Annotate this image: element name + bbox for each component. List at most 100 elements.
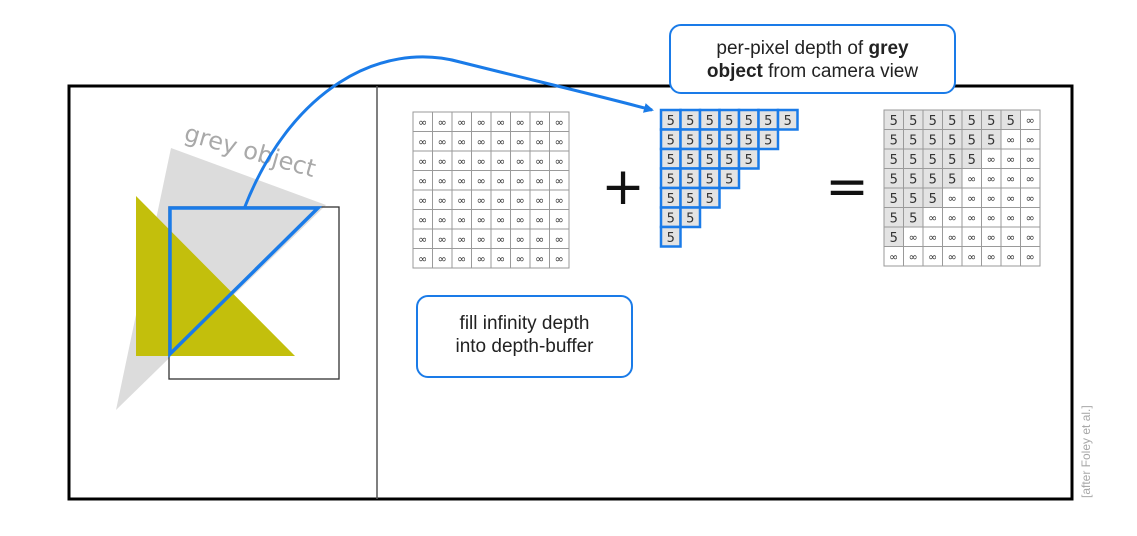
grid-cell: [659, 225, 682, 248]
callout-grey-depth-bold-1: grey: [868, 38, 909, 59]
grid-cell: [549, 248, 570, 269]
infinity-value: ∞: [909, 250, 918, 263]
depth-value: 5: [667, 211, 675, 226]
depth-value: 5: [890, 192, 898, 207]
infinity-value: ∞: [438, 233, 447, 246]
infinity-value: ∞: [1006, 153, 1015, 166]
infinity-value: ∞: [477, 116, 486, 129]
infinity-value: ∞: [535, 135, 544, 148]
infinity-value: ∞: [418, 155, 427, 168]
infinity-value: ∞: [496, 233, 505, 246]
infinity-value: ∞: [1006, 172, 1015, 185]
plus-operator: +: [601, 157, 645, 217]
depth-value: 5: [686, 133, 694, 148]
infinity-value: ∞: [457, 213, 466, 226]
depth-value: 5: [667, 133, 675, 148]
depth-value: 5: [948, 114, 956, 129]
infinity-value: ∞: [477, 213, 486, 226]
depth-value: 5: [725, 133, 733, 148]
infinity-value: ∞: [948, 211, 957, 224]
depth-value: 5: [890, 211, 898, 226]
depth-value: 5: [968, 153, 976, 168]
infinity-value: ∞: [438, 116, 447, 129]
depth-value: 5: [948, 153, 956, 168]
infinity-value: ∞: [457, 135, 466, 148]
depth-value: 5: [725, 153, 733, 168]
infinity-value: ∞: [948, 250, 957, 263]
infinity-value: ∞: [1026, 231, 1035, 244]
infinity-value: ∞: [516, 252, 525, 265]
infinity-value: ∞: [967, 231, 976, 244]
depth-value: 5: [667, 153, 675, 168]
infinity-value: ∞: [496, 174, 505, 187]
depth-value: 5: [948, 172, 956, 187]
grid-cell: [776, 108, 799, 131]
infinity-value: ∞: [418, 174, 427, 187]
infinity-value: ∞: [967, 250, 976, 263]
infinity-value: ∞: [457, 194, 466, 207]
depth-value: 5: [987, 114, 995, 129]
infinity-value: ∞: [457, 174, 466, 187]
infinity-value: ∞: [555, 155, 564, 168]
infinity-value: ∞: [457, 233, 466, 246]
infinity-value: ∞: [477, 233, 486, 246]
depth-value: 5: [725, 172, 733, 187]
depth-value: 5: [764, 114, 772, 129]
credit-text: [after Foley et al.]: [1079, 405, 1093, 498]
infinity-value: ∞: [496, 252, 505, 265]
depth-value: 5: [745, 114, 753, 129]
result-depth-grid: 5 5 5 5 5 5 5 ∞5 5 5 5 5 5 ∞ ∞5 5 5 5 5 ∞ ∞ ∞5 5 5 5 ∞ ∞ ∞ ∞5 5 5 ∞ ∞ ∞ ∞ ∞…: [883, 109, 1041, 267]
infinity-value: ∞: [555, 174, 564, 187]
infinity-value: ∞: [987, 172, 996, 185]
callout-grey-depth: per-pixel depth of grey object from came…: [669, 24, 956, 94]
depth-value: 5: [686, 192, 694, 207]
depth-value: 5: [686, 114, 694, 129]
depth-value: 5: [706, 153, 714, 168]
infinity-value: ∞: [555, 194, 564, 207]
depth-value: 5: [909, 133, 917, 148]
depth-value: 5: [909, 153, 917, 168]
callout-grey-depth-suffix: from camera view: [762, 61, 919, 82]
infinity-value: ∞: [535, 194, 544, 207]
depth-value: 5: [745, 133, 753, 148]
callout-fill-line-1: fill infinity depth: [459, 313, 590, 334]
depth-value: 5: [667, 231, 675, 246]
infinity-value: ∞: [1026, 172, 1035, 185]
callout-fill-line-2: into depth-buffer: [455, 336, 594, 357]
infinity-value: ∞: [987, 231, 996, 244]
depth-value: 5: [890, 114, 898, 129]
infinity-value: ∞: [516, 233, 525, 246]
depth-value: 5: [686, 211, 694, 226]
infinity-value: ∞: [516, 155, 525, 168]
infinity-value: ∞: [438, 252, 447, 265]
infinity-value: ∞: [555, 135, 564, 148]
infinity-value: ∞: [496, 194, 505, 207]
depth-value: 5: [764, 133, 772, 148]
grid-cell: [737, 147, 760, 170]
depth-value: 5: [890, 133, 898, 148]
infinity-value: ∞: [477, 252, 486, 265]
infinity-value: ∞: [1006, 192, 1015, 205]
depth-value: 5: [929, 192, 937, 207]
scene-panel: grey object: [116, 119, 340, 410]
infinity-value: ∞: [1026, 153, 1035, 166]
infinity-value: ∞: [438, 194, 447, 207]
infinity-value: ∞: [987, 192, 996, 205]
infinity-value: ∞: [535, 174, 544, 187]
grid-cell: [718, 167, 741, 190]
depth-value: 5: [929, 153, 937, 168]
depth-value: 5: [667, 192, 675, 207]
infinity-value: ∞: [496, 135, 505, 148]
infinity-value: ∞: [477, 174, 486, 187]
infinity-value: ∞: [967, 211, 976, 224]
infinity-value: ∞: [535, 155, 544, 168]
infinity-value: ∞: [987, 153, 996, 166]
depth-value: 5: [706, 172, 714, 187]
depth-value: 5: [968, 114, 976, 129]
infinity-value: ∞: [477, 135, 486, 148]
infinity-value: ∞: [535, 116, 544, 129]
infinity-value: ∞: [418, 194, 427, 207]
depth-value: 5: [706, 114, 714, 129]
infinity-value: ∞: [418, 252, 427, 265]
infinity-value: ∞: [438, 174, 447, 187]
